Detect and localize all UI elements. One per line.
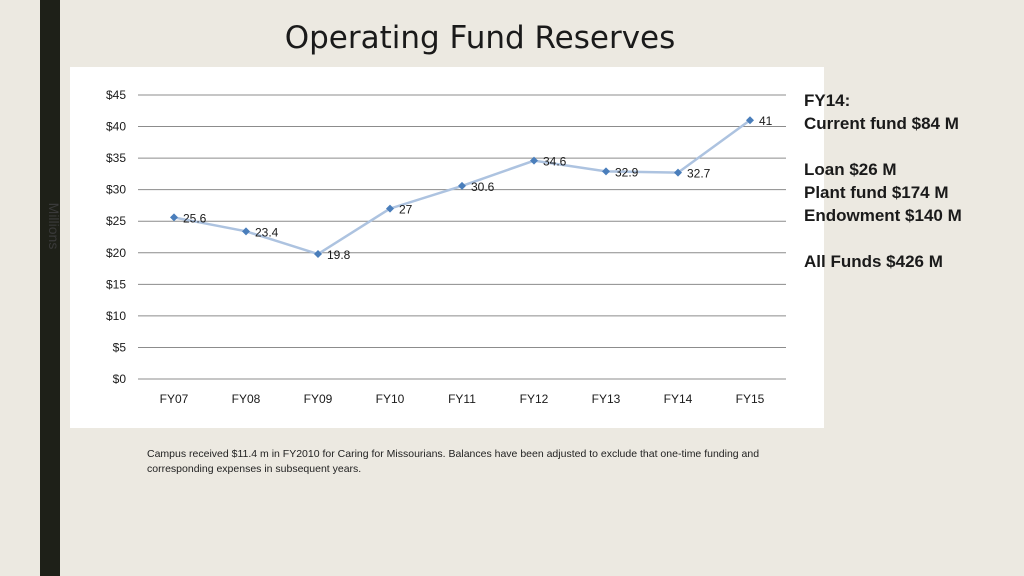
slide-title: Operating Fund Reserves [284, 20, 676, 56]
data-point [602, 167, 610, 176]
fund-summary: FY14: Current fund $84 M Loan $26 M Plan… [804, 89, 1019, 273]
x-tick-label: FY07 [160, 392, 189, 406]
data-label: 41 [759, 114, 773, 128]
footnote: Campus received $11.4 m in FY2010 for Ca… [147, 448, 760, 475]
data-label: 25.6 [183, 211, 207, 225]
x-tick-label: FY08 [232, 392, 261, 406]
data-label: 32.9 [615, 165, 639, 179]
data-point [746, 116, 754, 125]
y-tick-label: $15 [106, 277, 126, 291]
y-tick-label: $40 [106, 120, 126, 134]
endowment-note: Endowment $140 M [804, 206, 962, 225]
data-point [458, 181, 466, 190]
line-chart: $0 $5 $10 $15 $20 $25 $30 $35 $40 $45 FY07 FY08 FY09… [70, 67, 824, 428]
x-tick-label: FY12 [520, 392, 549, 406]
data-point [314, 250, 322, 259]
data-label: 19.8 [327, 248, 351, 262]
data-label: 30.6 [471, 180, 495, 194]
y-tick-label: $20 [106, 246, 126, 260]
all-funds-note: All Funds $426 M [804, 252, 943, 271]
y-tick-label: $0 [113, 372, 127, 386]
left-accent-bar [40, 0, 60, 576]
data-point [242, 227, 250, 236]
data-point [674, 168, 682, 177]
data-point [386, 204, 394, 213]
data-label: 23.4 [255, 225, 279, 239]
data-label: 32.7 [687, 167, 711, 181]
data-point [530, 156, 538, 165]
y-tick-label: $45 [106, 88, 126, 102]
plant-fund-note: Plant fund $174 M [804, 183, 949, 202]
y-tick-label: $35 [106, 151, 126, 165]
loan-note: Loan $26 M [804, 160, 897, 179]
current-fund-note: Current fund $84 M [804, 114, 959, 133]
y-tick-label: $5 [113, 340, 127, 354]
x-tick-label: FY10 [376, 392, 405, 406]
x-tick-label: FY15 [736, 392, 765, 406]
data-label: 34.6 [543, 155, 567, 169]
y-tick-label: $10 [106, 309, 126, 323]
fy-heading: FY14: [804, 91, 851, 110]
x-tick-label: FY11 [448, 392, 476, 406]
data-label: 27 [399, 203, 413, 217]
y-tick-label: $30 [106, 183, 126, 197]
x-tick-label: FY09 [304, 392, 333, 406]
y-axis-label: Millions [46, 202, 62, 250]
y-tick-label: $25 [106, 214, 126, 228]
chart-svg: $0 $5 $10 $15 $20 $25 $30 $35 $40 $45 FY07 FY08 FY09… [106, 88, 786, 406]
x-tick-label: FY14 [664, 392, 693, 406]
data-point [170, 213, 178, 222]
x-tick-label: FY13 [592, 392, 621, 406]
